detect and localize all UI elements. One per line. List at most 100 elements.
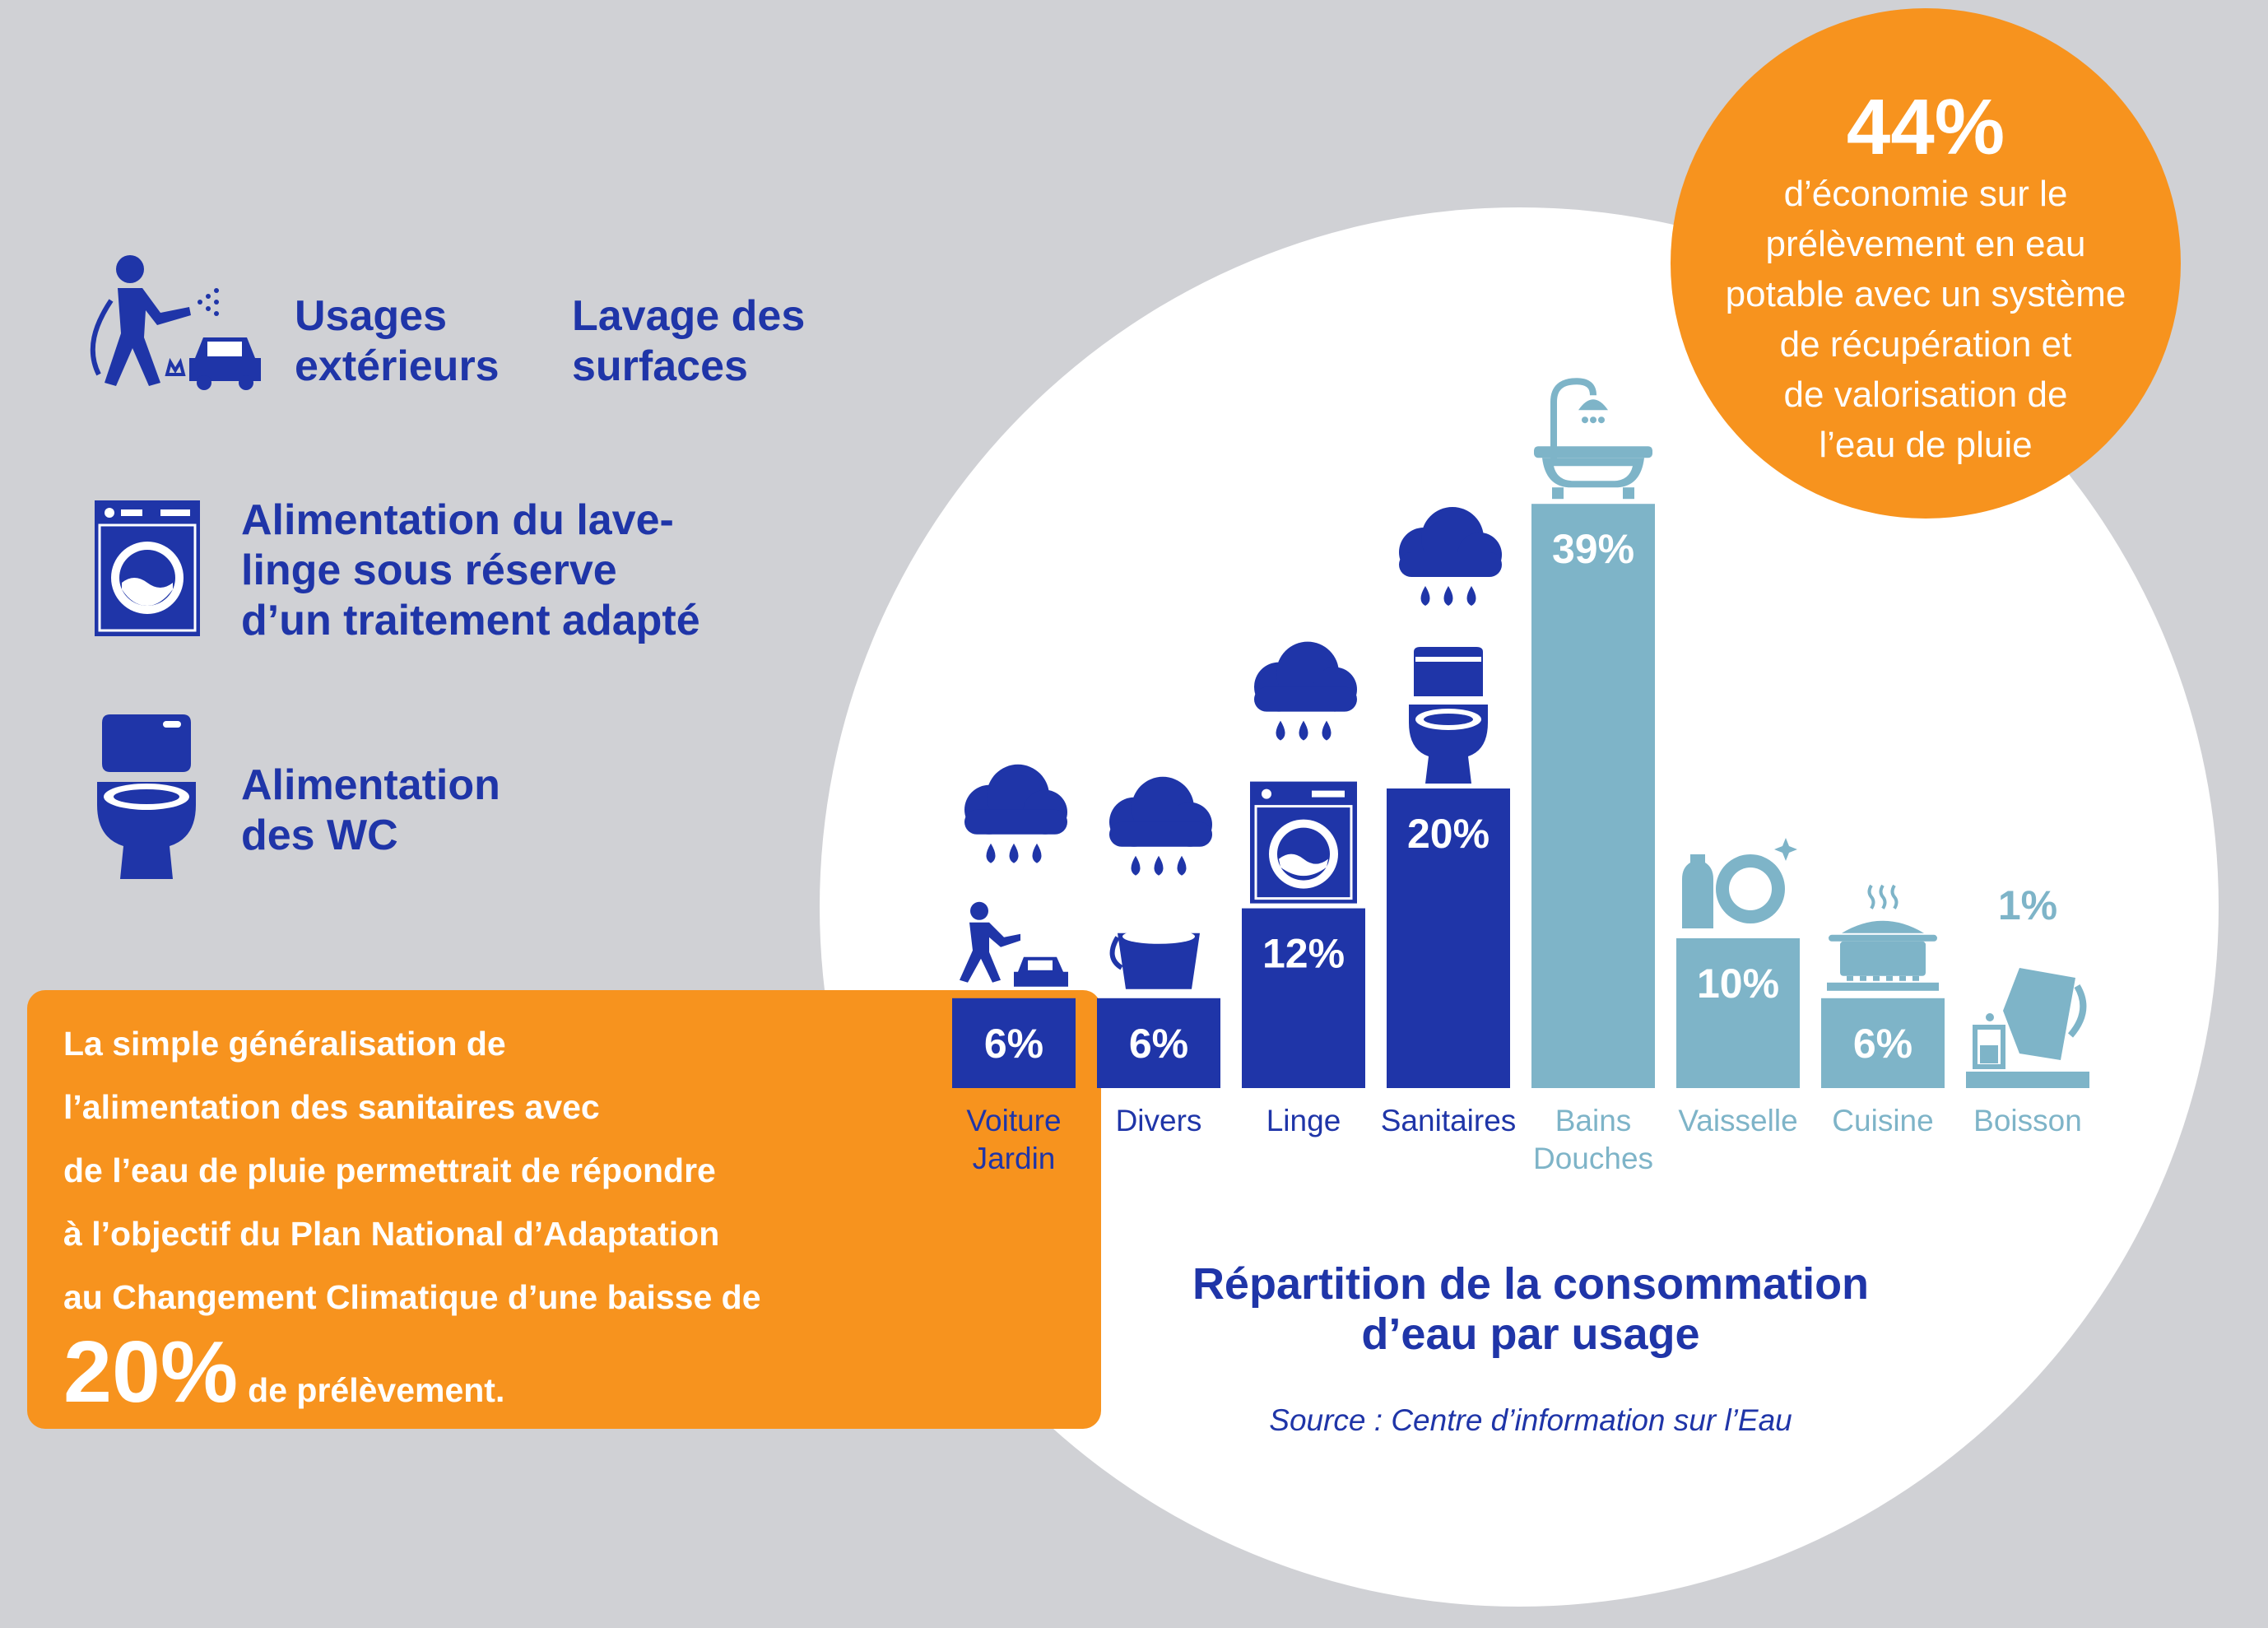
rain-drop: [1276, 720, 1285, 741]
bathtub-shower-icon-part: [1598, 416, 1605, 424]
bathtub-shower-icon-part: [1590, 416, 1596, 424]
bar-group: 39% Bains Douches: [1531, 378, 1655, 1175]
bar-group: 6% Cuisine: [1821, 884, 1945, 1137]
rain-drop: [1032, 843, 1042, 863]
bucket-icon: [1109, 928, 1200, 989]
bar: [1821, 998, 1945, 1088]
category-label-line: Sanitaires: [1381, 1104, 1517, 1137]
category-label: Voiture Jardin: [966, 1104, 1061, 1175]
rain-drop: [1443, 586, 1453, 606]
category-label: Linge: [1266, 1104, 1341, 1137]
rain-drop: [1154, 855, 1164, 876]
legend-surfaces-label: Lavage des surfaces: [572, 292, 806, 390]
washing-machine-icon: [95, 500, 200, 636]
plate-center: [1729, 867, 1772, 910]
pitcher-glass-icon-part: [1986, 1013, 1994, 1021]
gardener-car-icon-part: [1014, 956, 1068, 987]
bar: [952, 998, 1076, 1088]
bathtub-shower-icon: [1534, 378, 1652, 500]
machine-knob: [1262, 788, 1271, 799]
rain-drop: [1131, 855, 1141, 876]
rain-drop: [986, 843, 996, 863]
category-label-line: Divers: [1116, 1104, 1202, 1137]
data-label: 20%: [1407, 811, 1490, 857]
chart-source: Source : Centre d’information sur l’Eau: [1269, 1403, 1792, 1437]
rain-drop: [1177, 855, 1187, 876]
cooking-pot-icon-part: [1827, 982, 1939, 991]
washing-machine-icon: [1250, 781, 1357, 904]
cooking-pot-icon-part: [1912, 975, 1919, 981]
rain-cloud-icon: [1399, 507, 1502, 606]
bar: [1387, 788, 1510, 1088]
category-label: Divers: [1116, 1104, 1202, 1137]
steam: [1879, 884, 1887, 909]
bar: [1966, 1072, 2089, 1088]
bar: [1676, 938, 1800, 1088]
category-label: Sanitaires: [1381, 1104, 1517, 1137]
category-label: Bains Douches: [1533, 1104, 1653, 1175]
legend-washing-machine-label: Alimentation du lave- linge sous réserve…: [241, 496, 700, 644]
pitcher-glass-icon-part: [2003, 968, 2075, 1060]
rain-drop: [1322, 720, 1332, 741]
cloud-base: [1109, 821, 1212, 847]
legend-wc-label: Alimentation des WC: [241, 761, 500, 859]
gardener-car-icon: [960, 901, 1068, 987]
bar-group: 6% Voiture Jardin: [952, 764, 1076, 1175]
cooking-pot-icon-part: [1886, 975, 1893, 981]
note-line: l’alimentation des sanitaires avec: [63, 1088, 600, 1126]
cooking-pot-icon-part: [1842, 920, 1924, 933]
cooking-pot-icon-part: [1829, 934, 1937, 942]
dish-soap-plate-icon-part: [1774, 838, 1797, 861]
category-label-line: Bains: [1555, 1104, 1632, 1137]
machine-water: [1279, 854, 1328, 877]
rain-drop: [1299, 720, 1308, 741]
data-label: 6%: [1129, 1021, 1188, 1067]
category-label-line: Voiture: [966, 1104, 1061, 1137]
category-label-line: Linge: [1266, 1104, 1341, 1137]
category-label-line: Boisson: [1973, 1104, 2082, 1137]
note-big-number: 20%: [63, 1323, 239, 1421]
bathtub-shower-icon-part: [1623, 487, 1634, 500]
legend-outdoor-label: Usages extérieurs: [295, 292, 500, 390]
note-line: au Changement Climatique d’une baisse de: [63, 1278, 761, 1316]
toilet-icon: [1409, 647, 1488, 784]
data-label: 10%: [1697, 961, 1779, 1007]
bar: [1242, 908, 1365, 1088]
bar-group: 10% Vaisselle: [1676, 838, 1800, 1137]
note-box: [27, 990, 1101, 1429]
note-line: La simple généralisation de: [63, 1025, 506, 1063]
cloud-base: [1399, 552, 1502, 577]
toilet-icon-part: [1414, 647, 1483, 696]
toilet-icon: [97, 714, 196, 879]
category-label-line: Vaisselle: [1678, 1104, 1797, 1137]
note-emphasis: 20% de prélèvement.: [63, 1327, 504, 1417]
toilet-line: [1415, 657, 1481, 662]
category-label: Vaisselle: [1678, 1104, 1797, 1137]
bar: [1097, 998, 1220, 1088]
data-label: 12%: [1262, 931, 1345, 977]
rain-cloud-icon: [964, 764, 1067, 863]
car-window: [1028, 960, 1053, 970]
dish-soap-plate-icon-part: [1682, 854, 1713, 928]
gardener-icon: [90, 255, 261, 390]
data-label: 1%: [1998, 882, 2057, 928]
bucket-icon-part: [1118, 933, 1200, 989]
cooking-pot-icon-part: [1840, 941, 1926, 976]
steam: [1867, 884, 1875, 909]
category-label-line: Douches: [1533, 1142, 1653, 1175]
machine-frame: [1254, 805, 1353, 900]
bar: [1531, 504, 1655, 1088]
category-label: Boisson: [1973, 1104, 2082, 1137]
tub-inner: [1554, 466, 1633, 481]
bar-group: 12% Linge: [1242, 641, 1365, 1137]
glass: [1973, 1025, 2005, 1069]
category-label-line: Cuisine: [1832, 1104, 1933, 1137]
bar-group: 20% Sanitaires: [1381, 507, 1517, 1137]
bar-group: 6% Divers: [1097, 776, 1220, 1137]
cloud-base: [964, 809, 1067, 835]
toilet-bowl: [1424, 714, 1473, 725]
machine-panel: [1312, 790, 1345, 798]
rain-drop: [1009, 843, 1019, 863]
steam: [1890, 884, 1899, 909]
